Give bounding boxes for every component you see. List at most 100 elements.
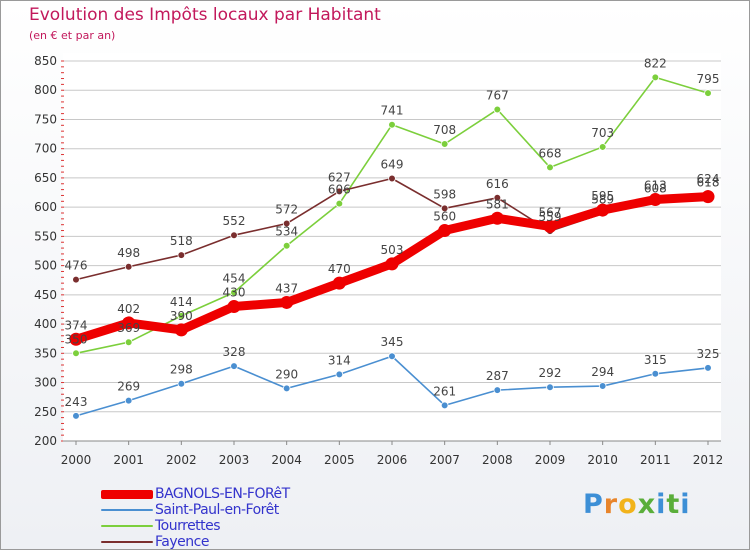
- series-saint-paul-point: [282, 384, 291, 393]
- data-label: 476: [65, 259, 88, 273]
- data-label: 369: [117, 321, 140, 335]
- x-tick-label: 2002: [166, 453, 197, 467]
- legend-swatch: [101, 509, 153, 511]
- data-label: 350: [65, 332, 88, 346]
- data-label: 437: [275, 281, 298, 295]
- legend-label: Fayence: [155, 534, 209, 550]
- data-label: 374: [65, 318, 88, 332]
- data-label: 243: [65, 395, 88, 409]
- series-tourrettes-point: [72, 349, 80, 358]
- logo-letter: i: [680, 489, 691, 520]
- x-tick-label: 2012: [693, 453, 724, 467]
- series-tourrettes-point: [177, 312, 186, 320]
- series-bagnols-point: [648, 193, 662, 207]
- chart-subtitle: (en € et par an): [29, 29, 116, 42]
- data-label: 470: [328, 262, 351, 276]
- legend-swatch: [101, 489, 153, 499]
- series-saint-paul-point: [651, 369, 660, 378]
- data-label: 430: [223, 286, 246, 300]
- y-tick-label: 350: [34, 346, 57, 360]
- series-bagnols-point: [438, 224, 452, 238]
- y-tick-label: 750: [34, 112, 57, 126]
- series-tourrettes-point: [546, 163, 554, 172]
- data-label: 606: [328, 183, 351, 197]
- series-saint-paul-point: [598, 382, 607, 390]
- x-tick-label: 2009: [535, 453, 566, 467]
- y-tick-label: 300: [34, 376, 57, 390]
- data-label: 613: [644, 179, 667, 193]
- data-label: 498: [117, 246, 140, 260]
- x-tick-label: 2005: [324, 453, 355, 467]
- x-tick-label: 2001: [113, 453, 144, 467]
- series-saint-paul-point: [335, 370, 344, 379]
- x-tick-label: 2010: [587, 453, 618, 467]
- series-tourrettes-point: [651, 73, 660, 82]
- data-label: 560: [433, 210, 456, 224]
- data-label: 822: [644, 56, 667, 70]
- series-bagnols-point: [385, 257, 399, 271]
- series-tourrettes-point: [335, 199, 344, 208]
- chart-title: Evolution des Impôts locaux par Habitant: [29, 5, 381, 25]
- logo-letter: r: [603, 489, 619, 520]
- legend-swatch: [101, 541, 153, 543]
- x-tick-label: 2006: [377, 453, 408, 467]
- logo-letter: P: [583, 489, 604, 520]
- chart-legend: BAGNOLS-EN-FORêT Saint-Paul-en-Forêt Tou…: [101, 486, 290, 550]
- data-label: 567: [539, 205, 562, 219]
- series-saint-paul-point: [546, 383, 554, 392]
- logo-letter: i: [656, 489, 667, 520]
- y-tick-label: 400: [34, 317, 57, 331]
- data-label: 559: [539, 210, 562, 224]
- proxiti-logo: Proxiti: [583, 489, 691, 520]
- series-tourrettes-point: [440, 140, 449, 148]
- series-bagnols-point: [69, 332, 83, 346]
- data-label: 668: [539, 146, 562, 160]
- data-label: 315: [644, 353, 667, 367]
- series-fayence-point: [230, 231, 238, 240]
- series-bagnols-point: [596, 203, 610, 217]
- data-label: 708: [433, 123, 456, 137]
- x-tick-label: 2000: [61, 453, 92, 467]
- series-fayence-point: [177, 251, 186, 259]
- data-label: 298: [170, 363, 193, 377]
- series-bagnols-point: [701, 190, 715, 204]
- legend-item-saint-paul: Saint-Paul-en-Forêt: [101, 502, 290, 518]
- data-label: 598: [433, 187, 456, 201]
- series-tourrettes-point: [598, 143, 607, 151]
- series-fayence-point: [124, 262, 133, 271]
- series-tourrettes-point: [230, 288, 238, 297]
- series-fayence-point: [388, 174, 396, 183]
- y-tick-label: 850: [34, 54, 57, 68]
- series-bagnols-point: [122, 316, 136, 330]
- y-tick-label: 650: [34, 171, 57, 185]
- series-bagnols-point: [227, 300, 241, 314]
- data-label: 390: [170, 309, 193, 323]
- data-label: 624: [697, 172, 720, 186]
- data-label: 589: [591, 193, 614, 207]
- legend-swatch: [101, 525, 153, 527]
- data-label: 534: [275, 225, 298, 239]
- y-tick-label: 700: [34, 142, 57, 156]
- series-bagnols-point: [543, 219, 557, 233]
- data-label: 616: [486, 177, 509, 191]
- data-label: 325: [697, 347, 720, 361]
- data-label: 572: [275, 203, 298, 217]
- series-fayence-point: [493, 194, 502, 202]
- x-tick-label: 2011: [640, 453, 671, 467]
- data-label: 595: [591, 189, 614, 203]
- series-bagnols-point: [174, 323, 188, 337]
- y-tick-label: 500: [34, 259, 57, 273]
- series-fayence-point: [282, 219, 291, 228]
- legend-label: Saint-Paul-en-Forêt: [155, 502, 279, 518]
- data-label: 741: [381, 104, 404, 118]
- x-tick-label: 2004: [271, 453, 302, 467]
- data-label: 503: [381, 243, 404, 257]
- data-label: 269: [117, 380, 140, 394]
- x-tick-label: 2003: [219, 453, 250, 467]
- series-tourrettes-point: [704, 89, 712, 97]
- plot-area: [63, 53, 721, 441]
- series-fayence-point: [335, 187, 344, 196]
- data-label: 328: [223, 345, 246, 359]
- y-tick-label: 250: [34, 405, 57, 419]
